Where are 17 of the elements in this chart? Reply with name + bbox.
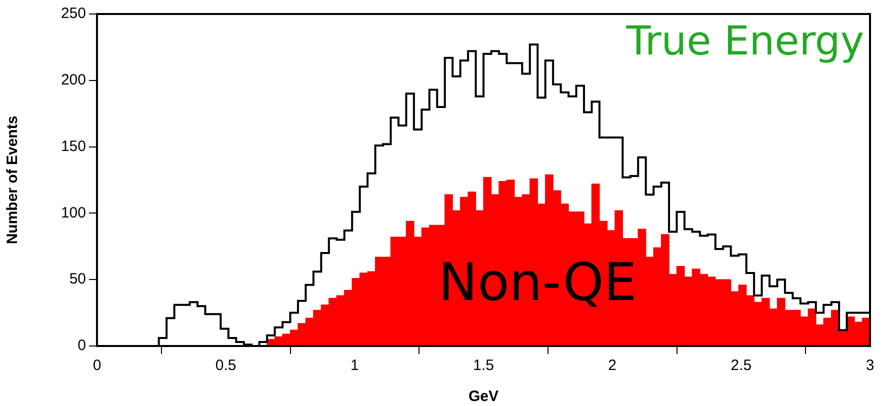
y-tick-label: 200 — [60, 72, 86, 89]
y-tick-label: 250 — [60, 5, 86, 22]
y-tick-label: 0 — [78, 337, 86, 354]
x-tick-label: 2 — [608, 357, 617, 374]
chart-title: True Energy — [625, 18, 864, 64]
x-tick-label: 3 — [866, 357, 874, 374]
y-tick-label: 50 — [69, 270, 86, 288]
y-tick-label: 150 — [60, 138, 86, 155]
y-tick-label: 100 — [60, 204, 86, 222]
x-tick-label: 0.5 — [215, 357, 236, 374]
x-tick-label: 1 — [350, 357, 359, 374]
x-tick-label: 1.5 — [473, 357, 494, 374]
x-tick-label: 2.5 — [730, 357, 752, 374]
x-axis-title: GeV — [468, 388, 499, 406]
annotation: Non-QE — [438, 252, 637, 313]
y-axis-title: Number of Events — [4, 116, 22, 244]
x-tick-label: 0 — [92, 357, 102, 374]
